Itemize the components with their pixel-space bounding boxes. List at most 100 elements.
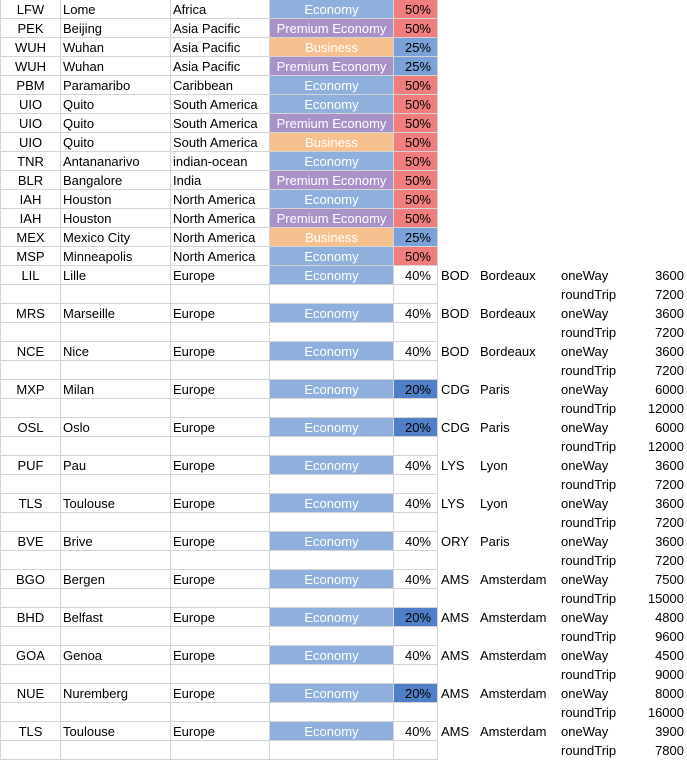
airport-code-cell[interactable]: LIL xyxy=(0,266,61,285)
empty-cell[interactable] xyxy=(171,703,270,722)
empty-cell[interactable] xyxy=(270,703,394,722)
city-cell[interactable]: Lille xyxy=(61,266,171,285)
percentage-cell[interactable]: 40% xyxy=(394,646,438,665)
empty-cell[interactable] xyxy=(394,513,438,532)
region-cell[interactable]: North America xyxy=(171,209,270,228)
trip-type-cell[interactable]: oneWay xyxy=(561,344,609,359)
region-cell[interactable]: Asia Pacific xyxy=(171,57,270,76)
cabin-class-cell[interactable]: Premium Economy xyxy=(270,19,394,38)
airport-code-cell[interactable]: MEX xyxy=(0,228,61,247)
percentage-cell[interactable]: 20% xyxy=(394,380,438,399)
percentage-cell[interactable]: 50% xyxy=(394,133,438,152)
cabin-class-cell[interactable]: Economy xyxy=(270,608,394,627)
empty-cell[interactable] xyxy=(270,589,394,608)
empty-cell[interactable] xyxy=(270,741,394,760)
airport-code-cell[interactable]: PUF xyxy=(0,456,61,475)
trip-type-cell[interactable]: roundTrip xyxy=(561,667,617,682)
percentage-cell[interactable]: 50% xyxy=(394,76,438,95)
empty-cell[interactable] xyxy=(270,285,394,304)
empty-cell[interactable] xyxy=(171,475,270,494)
city-cell[interactable]: Quito xyxy=(61,114,171,133)
empty-cell[interactable] xyxy=(0,437,61,456)
percentage-cell[interactable]: 40% xyxy=(394,532,438,551)
price-cell[interactable]: 7200 xyxy=(655,363,684,378)
empty-cell[interactable] xyxy=(0,551,61,570)
region-cell[interactable]: Europe xyxy=(171,608,270,627)
destination-city-cell[interactable]: Amsterdam xyxy=(480,572,547,587)
destination-code-cell[interactable]: AMS xyxy=(441,648,470,663)
region-cell[interactable]: Europe xyxy=(171,266,270,285)
empty-cell[interactable] xyxy=(171,399,270,418)
price-cell[interactable]: 3600 xyxy=(655,344,684,359)
city-cell[interactable]: Paramaribo xyxy=(61,76,171,95)
region-cell[interactable]: Europe xyxy=(171,722,270,741)
cabin-class-cell[interactable]: Business xyxy=(270,133,394,152)
city-cell[interactable]: Toulouse xyxy=(61,722,171,741)
airport-code-cell[interactable]: WUH xyxy=(0,57,61,76)
percentage-cell[interactable]: 50% xyxy=(394,171,438,190)
empty-cell[interactable] xyxy=(0,513,61,532)
airport-code-cell[interactable]: PEK xyxy=(0,19,61,38)
airport-code-cell[interactable]: TNR xyxy=(0,152,61,171)
empty-cell[interactable] xyxy=(0,399,61,418)
price-cell[interactable]: 9600 xyxy=(655,629,684,644)
city-cell[interactable]: Nice xyxy=(61,342,171,361)
destination-city-cell[interactable]: Bordeaux xyxy=(480,344,536,359)
trip-type-cell[interactable]: roundTrip xyxy=(561,401,617,416)
trip-type-cell[interactable]: oneWay xyxy=(561,420,609,435)
empty-cell[interactable] xyxy=(61,475,171,494)
empty-cell[interactable] xyxy=(171,741,270,760)
price-cell[interactable]: 15000 xyxy=(647,591,684,606)
price-cell[interactable]: 3600 xyxy=(655,496,684,511)
region-cell[interactable]: indian-ocean xyxy=(171,152,270,171)
region-cell[interactable]: Europe xyxy=(171,304,270,323)
region-cell[interactable]: Europe xyxy=(171,494,270,513)
percentage-cell[interactable]: 50% xyxy=(394,95,438,114)
cabin-class-cell[interactable]: Economy xyxy=(270,494,394,513)
empty-cell[interactable] xyxy=(0,627,61,646)
airport-code-cell[interactable]: MXP xyxy=(0,380,61,399)
empty-cell[interactable] xyxy=(394,627,438,646)
region-cell[interactable]: South America xyxy=(171,95,270,114)
city-cell[interactable]: Beijing xyxy=(61,19,171,38)
destination-code-cell[interactable]: LYS xyxy=(441,496,465,511)
price-cell[interactable]: 16000 xyxy=(647,705,684,720)
empty-cell[interactable] xyxy=(394,475,438,494)
destination-code-cell[interactable]: AMS xyxy=(441,724,470,739)
region-cell[interactable]: Europe xyxy=(171,532,270,551)
percentage-cell[interactable]: 40% xyxy=(394,722,438,741)
empty-cell[interactable] xyxy=(394,323,438,342)
price-cell[interactable]: 3600 xyxy=(655,534,684,549)
city-cell[interactable]: Houston xyxy=(61,209,171,228)
price-cell[interactable]: 7200 xyxy=(655,553,684,568)
cabin-class-cell[interactable]: Economy xyxy=(270,76,394,95)
percentage-cell[interactable]: 20% xyxy=(394,608,438,627)
empty-cell[interactable] xyxy=(61,323,171,342)
empty-cell[interactable] xyxy=(270,399,394,418)
airport-code-cell[interactable]: UIO xyxy=(0,114,61,133)
airport-code-cell[interactable]: TLS xyxy=(0,494,61,513)
airport-code-cell[interactable]: IAH xyxy=(0,190,61,209)
cabin-class-cell[interactable]: Economy xyxy=(270,247,394,266)
empty-cell[interactable] xyxy=(394,741,438,760)
cabin-class-cell[interactable]: Business xyxy=(270,38,394,57)
airport-code-cell[interactable]: TLS xyxy=(0,722,61,741)
price-cell[interactable]: 3600 xyxy=(655,268,684,283)
trip-type-cell[interactable]: oneWay xyxy=(561,306,609,321)
trip-type-cell[interactable]: roundTrip xyxy=(561,705,617,720)
empty-cell[interactable] xyxy=(171,665,270,684)
trip-type-cell[interactable]: oneWay xyxy=(561,648,609,663)
city-cell[interactable]: Minneapolis xyxy=(61,247,171,266)
empty-cell[interactable] xyxy=(61,513,171,532)
region-cell[interactable]: Europe xyxy=(171,342,270,361)
trip-type-cell[interactable]: oneWay xyxy=(561,610,609,625)
cabin-class-cell[interactable]: Economy xyxy=(270,722,394,741)
empty-cell[interactable] xyxy=(0,703,61,722)
empty-cell[interactable] xyxy=(270,323,394,342)
trip-type-cell[interactable]: oneWay xyxy=(561,458,609,473)
destination-code-cell[interactable]: BOD xyxy=(441,306,470,321)
city-cell[interactable]: Wuhan xyxy=(61,38,171,57)
region-cell[interactable]: Europe xyxy=(171,456,270,475)
city-cell[interactable]: Antananarivo xyxy=(61,152,171,171)
city-cell[interactable]: Oslo xyxy=(61,418,171,437)
